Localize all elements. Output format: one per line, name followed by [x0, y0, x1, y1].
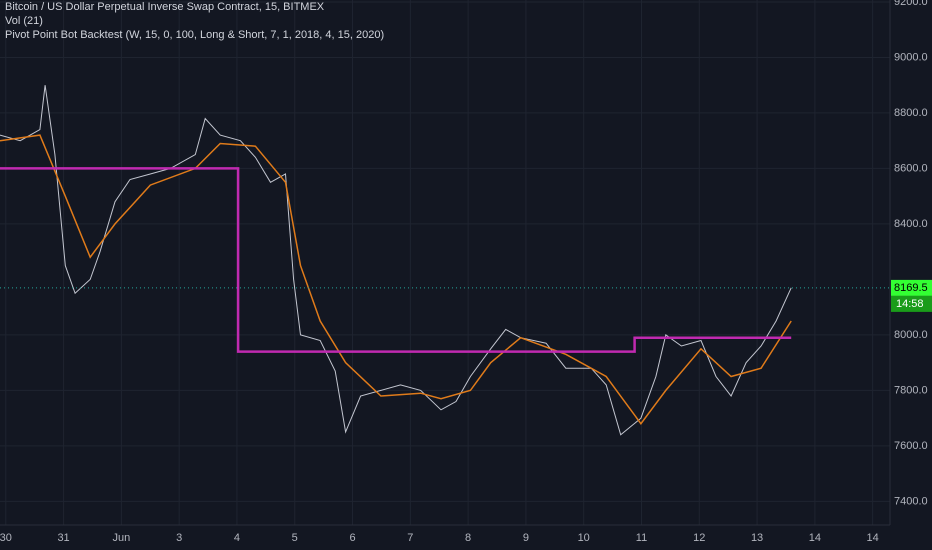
x-tick-label: 11: [636, 532, 647, 544]
x-tick-label: 8: [465, 532, 471, 544]
x-tick-label: 3: [176, 532, 182, 544]
y-tick-label: 7600.0: [894, 440, 928, 452]
plot: [0, 85, 792, 436]
x-tick-label: 31: [57, 532, 69, 544]
x-tick-label: 5: [292, 532, 298, 544]
x-tick-label: 14: [809, 532, 821, 544]
indicator-legend: Pivot Point Bot Backtest (W, 15, 0, 100,…: [5, 29, 384, 41]
last-price-box: [891, 279, 932, 296]
x-tick-label: 14: [867, 532, 879, 544]
y-tick-label: 9200.0: [894, 0, 928, 8]
x-tick-label: Jun: [112, 532, 130, 544]
x-tick-label: 12: [693, 532, 705, 544]
x-tick-label: 9: [523, 532, 529, 544]
x-tick-label: 30: [0, 532, 12, 544]
x-tick-label: 10: [578, 532, 590, 544]
y-tick-label: 8000.0: [894, 329, 928, 341]
x-tick-label: 7: [407, 532, 413, 544]
y-tick-label: 9000.0: [894, 51, 928, 63]
y-tick-label: 8400.0: [894, 218, 928, 230]
series-line: [0, 85, 792, 436]
y-tick-label: 7400.0: [894, 495, 928, 507]
y-tick-label: 8600.0: [894, 162, 928, 174]
x-tick-label: 13: [751, 532, 763, 544]
chart-title: Bitcoin / US Dollar Perpetual Inverse Sw…: [5, 1, 325, 13]
x-tick-label: 6: [349, 532, 355, 544]
countdown-label: 14:58: [896, 298, 924, 310]
series-line: [0, 167, 792, 353]
countdown-box: [891, 295, 932, 312]
y-tick-label: 7800.0: [894, 384, 928, 396]
series-line: [0, 134, 792, 425]
x-tick-label: 4: [234, 532, 240, 544]
last-price-label: 8169.5: [894, 282, 928, 294]
volume-legend: Vol (21): [5, 15, 43, 27]
y-tick-label: 8800.0: [894, 107, 928, 119]
